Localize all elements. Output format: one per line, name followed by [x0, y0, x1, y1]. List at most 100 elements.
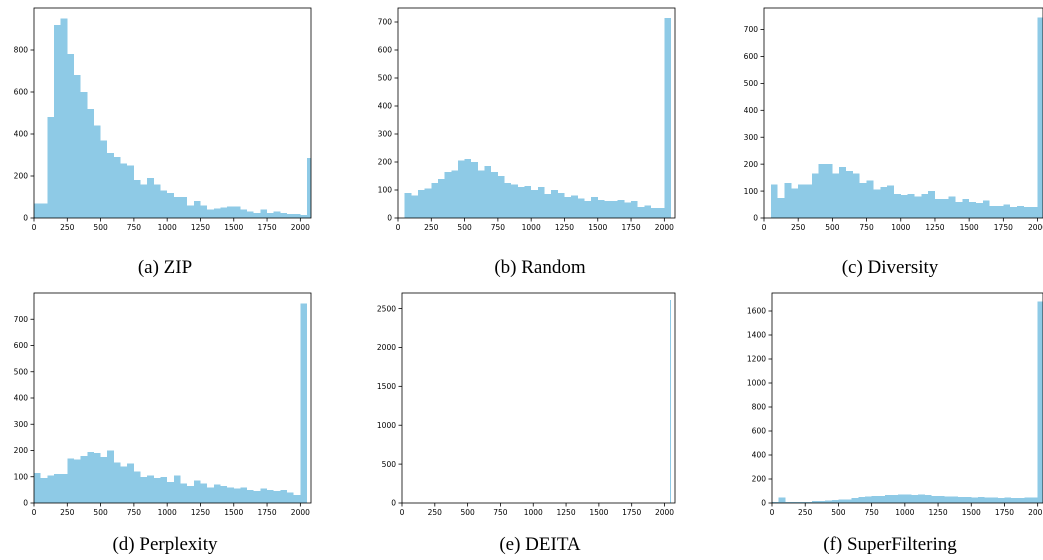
histogram-bar — [497, 176, 505, 218]
histogram-bar — [778, 497, 786, 503]
histogram-superfiltering: 0 250 500 750 1000 1250 1500 1750 2000 0 200 400 600… — [747, 292, 1043, 517]
x-tick-label: 0 — [32, 223, 37, 232]
caption-zip: (a) ZIP — [137, 257, 193, 278]
histogram-bar — [818, 164, 826, 218]
histogram-bar — [551, 190, 558, 218]
y-tick-label: 400 — [14, 394, 29, 403]
histogram-bar — [982, 200, 990, 218]
histogram-bar — [47, 117, 54, 218]
histogram-bar — [127, 165, 134, 218]
histogram-bar — [811, 173, 819, 218]
histogram-bar — [404, 192, 412, 218]
histogram-bar — [934, 199, 942, 218]
y-tick-label: 2500 — [377, 304, 396, 313]
histogram-bar — [40, 478, 48, 503]
y-tick-label: 300 — [14, 420, 29, 429]
x-tick-label: 0 — [400, 508, 405, 517]
histogram-bar — [770, 184, 778, 218]
histogram-bar — [227, 487, 234, 503]
x-tick-label: 1000 — [895, 508, 914, 517]
histogram-bar — [964, 497, 972, 503]
histogram-bar — [851, 498, 859, 503]
caption-perplexity: (d) Perplexity — [112, 534, 218, 555]
histogram-bar — [307, 158, 311, 218]
histogram-bar — [878, 495, 885, 503]
histogram-bar — [167, 192, 174, 218]
axes-frame — [763, 7, 1043, 219]
histogram-bar — [1003, 204, 1011, 218]
x-tick-label: 500 — [93, 508, 108, 517]
x-tick-label: 2000 — [291, 223, 310, 232]
y-tick-label: 200 — [14, 172, 29, 181]
histogram-bar — [971, 497, 978, 503]
histogram-bar — [193, 480, 201, 503]
x-tick-label: 1250 — [557, 508, 576, 517]
bars — [772, 301, 1043, 503]
histogram-bar — [544, 194, 552, 218]
histogram-bar — [267, 489, 274, 503]
histogram-bar — [107, 152, 114, 218]
histogram-bar — [839, 166, 847, 218]
x-tick-label: 1000 — [891, 223, 910, 232]
histogram-bar — [73, 75, 81, 218]
x-tick-label: 500 — [460, 508, 475, 517]
x-tick-label: 750 — [491, 223, 506, 232]
histogram-bar — [73, 459, 81, 503]
histogram-bar — [811, 501, 819, 503]
x-tick-label: 750 — [127, 223, 142, 232]
histogram-bar — [524, 185, 532, 218]
histogram-bar — [644, 205, 652, 218]
histogram-bar — [424, 188, 432, 218]
y-tick-label: 400 — [752, 451, 767, 460]
histogram-bar — [845, 499, 852, 503]
histogram-bar — [127, 463, 134, 503]
histogram-bar — [187, 485, 194, 503]
histogram-bar — [1017, 498, 1025, 503]
histogram-bar — [657, 208, 665, 218]
bars — [34, 303, 308, 503]
histogram-bar — [564, 197, 572, 218]
histogram-bar — [464, 159, 472, 218]
histogram-bar — [818, 501, 826, 503]
histogram-bar — [1017, 205, 1024, 218]
histogram-bar — [233, 488, 241, 503]
histogram-bar — [955, 201, 963, 218]
histogram-bar — [80, 92, 88, 218]
histogram-bar — [989, 205, 997, 218]
histogram-bar — [173, 197, 181, 218]
histogram-bar — [93, 453, 101, 503]
x-tick-label: 0 — [32, 508, 37, 517]
histogram-bar — [147, 178, 154, 218]
y-tick-label: 1200 — [747, 355, 766, 364]
bars — [770, 17, 1043, 218]
x-tick-label: 1500 — [589, 508, 608, 517]
histogram-bar — [866, 180, 874, 218]
histogram-bar — [531, 190, 538, 218]
x-tick-label: 500 — [825, 223, 840, 232]
y-tick-label: 700 — [14, 315, 29, 324]
bars — [669, 300, 672, 503]
histogram-bar — [67, 54, 74, 218]
histogram-bar — [864, 496, 872, 503]
histogram-bar — [846, 170, 853, 218]
histogram-bar — [1037, 301, 1043, 503]
histogram-bar — [431, 183, 438, 218]
histogram-bar — [891, 495, 899, 503]
x-tick-label: 2000 — [291, 508, 310, 517]
histogram-bar — [597, 199, 605, 218]
x-tick-label: 750 — [864, 508, 879, 517]
histogram-random: 0 250 500 750 1000 1250 1500 1750 2000 0 100 200 300… — [378, 7, 676, 232]
x-tick-label: 1750 — [622, 508, 641, 517]
histogram-bar — [491, 171, 498, 218]
histogram-bar — [267, 212, 274, 218]
histogram-bar — [957, 497, 965, 503]
histogram-bar — [884, 495, 892, 503]
histogram-bar — [273, 491, 281, 503]
histogram-bar — [604, 201, 612, 218]
histogram-bar — [167, 482, 174, 503]
x-tick-label: 1500 — [960, 223, 979, 232]
histogram-bar — [784, 183, 792, 218]
histogram-bar — [60, 18, 68, 218]
y-tick-label: 1500 — [377, 382, 396, 391]
x-tick-label: 1500 — [588, 223, 607, 232]
